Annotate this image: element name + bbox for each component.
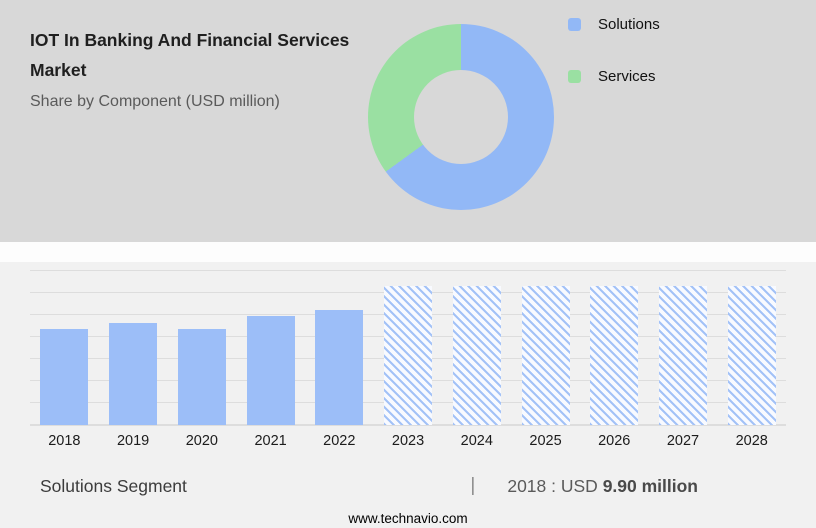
bar-2027: [658, 286, 707, 425]
bar-chart-section: 2018 2019 2020 2021 2022 2023 2024 2025 2026 2027…: [0, 262, 816, 528]
caption-row: Solutions Segment | 2018 : USD 9.90 mill…: [0, 475, 816, 497]
donut-chart: [368, 24, 554, 210]
bar-2019: [109, 322, 158, 425]
legend-item-services: Services: [568, 68, 660, 85]
x-label-2026: 2026: [598, 433, 631, 449]
x-label-2027: 2027: [666, 433, 700, 449]
bar-plot: [30, 270, 786, 426]
legend-label: Services: [598, 68, 656, 85]
bar-column-2026: [580, 270, 649, 425]
x-label-2023: 2023: [391, 433, 425, 449]
bar-column-2018: [30, 270, 99, 425]
bar-column-2019: [99, 270, 168, 425]
bar-2021: [246, 315, 295, 425]
x-label-2025: 2025: [529, 433, 562, 449]
x-axis-labels: 2018 2019 2020 2021 2022 2023 2024 2025 2026 2027…: [30, 433, 786, 449]
legend-item-solutions: Solutions: [568, 16, 660, 33]
bar-column-2020: [167, 270, 236, 425]
page-subtitle: Share by Component (USD million): [30, 92, 280, 110]
services-swatch-icon: [568, 70, 581, 83]
segment-label: Solutions Segment: [40, 475, 187, 496]
x-label-2022: 2022: [323, 433, 356, 449]
bar-2020: [177, 328, 226, 425]
bar-2025: [521, 286, 570, 425]
page-title: IOT In Banking And Financial Services Ma…: [30, 30, 350, 80]
chart-legend: Solutions Services: [568, 16, 660, 120]
bar-2026: [590, 286, 639, 425]
bar-column-2025: [511, 270, 580, 425]
bar-column-2028: [717, 270, 786, 425]
solutions-swatch-icon: [568, 18, 581, 31]
x-label-2020: 2020: [185, 433, 218, 449]
x-label-2024: 2024: [460, 433, 493, 449]
bar-2028: [727, 286, 776, 425]
bar-2023: [384, 286, 433, 425]
bar-2022: [315, 309, 364, 425]
bar-column-2021: [236, 270, 305, 425]
bar-column-2022: [305, 270, 374, 425]
donut-hole: [414, 70, 508, 164]
bar-column-2027: [649, 270, 718, 425]
x-label-2028: 2028: [735, 433, 768, 449]
website-url: www.technavio.com: [348, 511, 468, 526]
bar-2018: [40, 329, 89, 425]
section-divider: [0, 242, 816, 262]
bar-column-2023: [374, 270, 443, 425]
x-label-2019: 2019: [116, 433, 150, 449]
segment-stat: 2018 : USD 9.90 million: [507, 476, 698, 497]
x-label-2021: 2021: [254, 433, 287, 449]
x-label-2018: 2018: [48, 433, 81, 449]
title-block: IOT In Banking And Financial Services Ma…: [30, 26, 360, 111]
caption-separator: |: [470, 475, 476, 496]
stat-value: 9.90 million: [602, 475, 698, 496]
legend-label: Solutions: [598, 16, 660, 33]
bar-2024: [452, 286, 501, 425]
header-section: IOT In Banking And Financial Services Ma…: [0, 0, 816, 242]
bar-column-2024: [442, 270, 511, 425]
stat-prefix: 2018 : USD: [507, 475, 598, 496]
